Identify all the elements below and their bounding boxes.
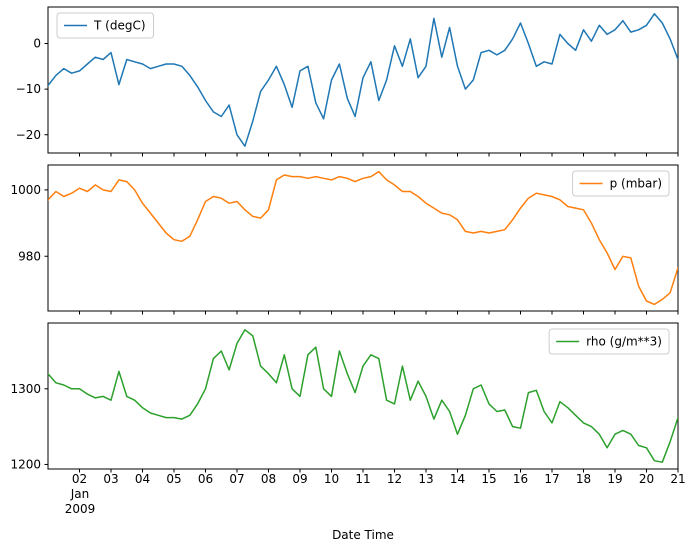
x-tick-label: 12	[387, 472, 402, 486]
x-tick-label: 05	[166, 472, 181, 486]
x-tick-label: 16	[513, 472, 528, 486]
x-axis-year-sublabel: 2009	[64, 502, 96, 516]
legend-rho-g-m-3: rho (g/m**3)	[548, 328, 670, 355]
x-tick-label: 11	[355, 472, 370, 486]
x-tick-label: 09	[292, 472, 307, 486]
legend-box	[572, 170, 670, 197]
x-tick-label: 06	[198, 472, 213, 486]
y-tick-label: −20	[16, 128, 41, 142]
x-tick-label: 19	[607, 472, 622, 486]
x-tick-label: 17	[544, 472, 559, 486]
legend-box	[56, 12, 155, 39]
y-tick-label: 1200	[10, 457, 41, 471]
x-tick-label: 10	[324, 472, 339, 486]
legend-label: p (mbar)	[610, 177, 662, 191]
x-axis-month-sublabel: Jan	[70, 487, 90, 501]
x-tick-label: 21	[670, 472, 685, 486]
x-axis-label: Date Time	[332, 528, 394, 542]
x-tick-label: 15	[481, 472, 496, 486]
legend-label: rho (g/m**3)	[586, 335, 662, 349]
x-tick-label: 13	[418, 472, 433, 486]
x-tick-label: 08	[261, 472, 276, 486]
x-tick-label: 18	[576, 472, 591, 486]
legend-label: T (degC)	[93, 19, 146, 33]
x-tick-label: 04	[135, 472, 150, 486]
series-line-p-mbar	[48, 170, 678, 306]
x-tick-label: 03	[103, 472, 118, 486]
x-tick-label: 07	[229, 472, 244, 486]
x-tick-label: 14	[450, 472, 465, 486]
y-tick-label: 0	[33, 37, 41, 51]
legend-p-mbar: p (mbar)	[572, 170, 670, 197]
series-line-t-degc	[48, 13, 678, 147]
y-tick-label: 1000	[10, 183, 41, 197]
y-tick-label: −10	[16, 82, 41, 96]
y-tick-label: 1300	[10, 382, 41, 396]
y-tick-label: 980	[18, 249, 41, 263]
x-tick-label: 20	[639, 472, 654, 486]
legend-t-degc: T (degC)	[56, 12, 155, 39]
series-line-rho-g-m-3	[48, 329, 678, 463]
legend-box	[548, 328, 670, 355]
x-tick-label: 02	[72, 472, 87, 486]
